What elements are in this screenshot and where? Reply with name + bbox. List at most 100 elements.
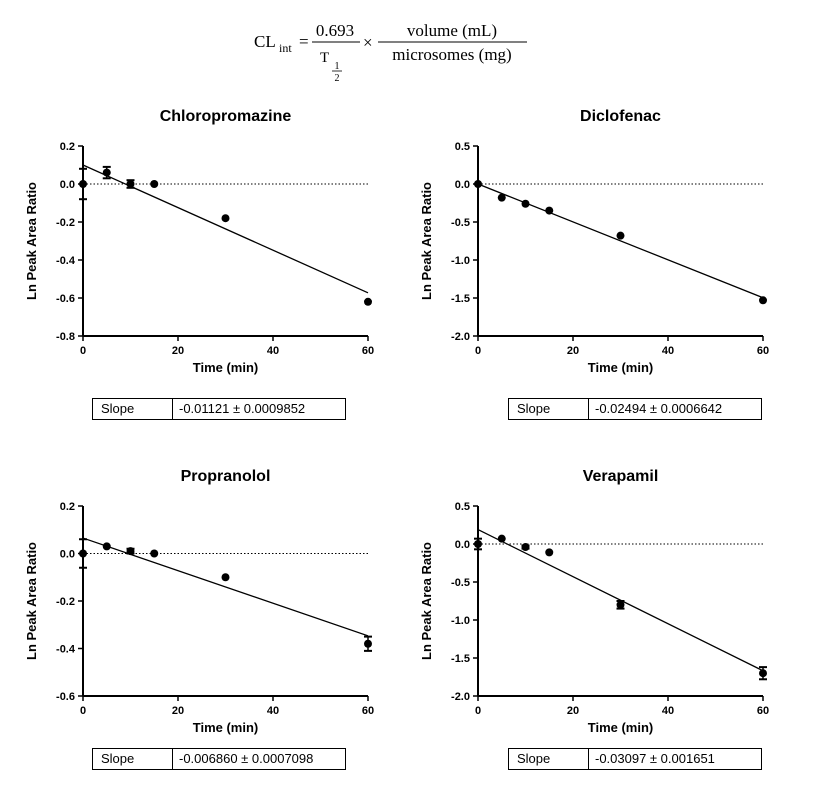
y-tick-label: 0.5	[455, 501, 470, 513]
regression-line	[477, 183, 764, 299]
y-tick-label: -0.6	[56, 293, 75, 305]
y-axis-label: Ln Peak Area Ratio	[24, 542, 39, 660]
formula-equals: =	[299, 32, 309, 51]
x-tick-label: 60	[757, 705, 769, 717]
data-point	[150, 549, 159, 558]
data-point	[150, 180, 159, 188]
chart-propranolol: Propranolol -0.6 -0.4 -0.2 0.0 0.2 0 20 40 60 Time…	[24, 468, 374, 735]
slope-value: -0.01121 ± 0.0009852	[179, 401, 306, 416]
slope-box-chloropromazine: Slope -0.01121 ± 0.0009852	[92, 398, 346, 420]
slope-label: Slope	[509, 399, 589, 419]
y-tick-label: -0.4	[56, 644, 76, 656]
data-point	[364, 639, 372, 648]
data-point	[474, 540, 482, 548]
formula-times: ×	[363, 33, 373, 52]
data-point	[126, 547, 135, 556]
data-point	[474, 180, 482, 188]
chart-panel-verapamil: Verapamil -2.0 -1.5 -1.0 -0.5 0.0 0.5 0 20 40 60 Ti…	[415, 463, 805, 793]
x-tick-label: 60	[757, 345, 769, 357]
y-tick-label: -1.5	[451, 293, 470, 305]
y-tick-label: 0.5	[455, 141, 470, 153]
data-point	[545, 206, 554, 215]
chart-title: Verapamil	[583, 468, 659, 485]
x-tick-label: 60	[362, 705, 374, 717]
x-tick-label: 0	[475, 345, 481, 357]
chart-title: Propranolol	[181, 468, 271, 485]
data-point	[221, 573, 230, 582]
x-tick-label: 40	[662, 345, 674, 357]
chart-panel-propranolol: Propranolol -0.6 -0.4 -0.2 0.0 0.2 0 20 40 60 Time…	[20, 463, 410, 793]
x-tick-label: 20	[172, 705, 184, 717]
chart-title: Chloropromazine	[160, 108, 292, 125]
y-tick-label: 0.2	[60, 501, 75, 513]
chart-chloropromazine: Chloropromazine -0.8 -0.6 -0.4 -0.2 0.0 0.2 0 20…	[24, 108, 374, 375]
y-tick-label: -0.6	[56, 691, 75, 703]
data-point	[102, 542, 111, 551]
x-tick-label: 0	[80, 345, 86, 357]
slope-label: Slope	[93, 399, 173, 419]
formula-half-denominator: 2	[335, 73, 340, 84]
x-tick-label: 40	[267, 345, 279, 357]
data-point	[497, 534, 506, 543]
y-tick-label: -1.5	[451, 653, 470, 665]
x-tick-label: 0	[475, 705, 481, 717]
clearance-formula: CL int = 0.693 T 1 2 × volume (mL) micro…	[0, 14, 825, 94]
slope-value: -0.03097 ± 0.001651	[595, 751, 715, 766]
y-tick-label: 0.0	[60, 179, 75, 191]
x-tick-label: 20	[567, 345, 579, 357]
x-tick-label: 40	[662, 705, 674, 717]
data-point	[497, 193, 506, 202]
y-axis-label: Ln Peak Area Ratio	[24, 182, 39, 300]
data-point	[759, 296, 767, 305]
slope-label: Slope	[509, 749, 589, 769]
data-point	[221, 214, 230, 223]
data-point	[521, 543, 530, 552]
formula-lhs: CL	[254, 32, 276, 51]
formula-lhs-subscript: int	[279, 41, 292, 55]
slope-box-propranolol: Slope -0.006860 ± 0.0007098	[92, 748, 346, 770]
y-tick-label: -1.0	[451, 255, 470, 267]
y-tick-label: 0.0	[60, 549, 75, 561]
x-tick-label: 40	[267, 705, 279, 717]
x-tick-label: 60	[362, 345, 374, 357]
slope-value: -0.006860 ± 0.0007098	[179, 751, 314, 766]
x-tick-label: 20	[172, 345, 184, 357]
data-point	[616, 231, 625, 240]
data-point	[521, 199, 530, 208]
y-tick-label: -0.8	[56, 331, 75, 343]
slope-box-verapamil: Slope -0.03097 ± 0.001651	[508, 748, 762, 770]
x-axis-label: Time (min)	[588, 720, 654, 735]
x-axis-label: Time (min)	[193, 360, 259, 375]
y-tick-label: 0.0	[455, 179, 470, 191]
chart-title: Diclofenac	[580, 108, 661, 125]
slope-box-diclofenac: Slope -0.02494 ± 0.0006642	[508, 398, 762, 420]
y-axis-label: Ln Peak Area Ratio	[419, 542, 434, 660]
data-point	[79, 180, 87, 188]
data-point	[102, 168, 111, 177]
y-tick-label: -0.4	[56, 255, 76, 267]
y-tick-label: -0.2	[56, 596, 75, 608]
data-point	[79, 549, 87, 558]
y-tick-label: -1.0	[451, 615, 470, 627]
formula-numerator-2: volume (mL)	[407, 21, 497, 40]
formula-svg: CL int = 0.693 T 1 2 × volume (mL) micro…	[254, 21, 527, 84]
slope-value: -0.02494 ± 0.0006642	[595, 401, 723, 416]
chart-verapamil: Verapamil -2.0 -1.5 -1.0 -0.5 0.0 0.5 0 20 40 60 Ti…	[419, 468, 769, 735]
regression-line	[82, 537, 369, 637]
y-tick-label: -2.0	[451, 691, 470, 703]
data-point	[759, 669, 767, 678]
data-point	[545, 548, 554, 557]
chart-panel-chloropromazine: Chloropromazine -0.8 -0.6 -0.4 -0.2 0.0 0.2 0 20…	[20, 103, 410, 433]
x-axis-label: Time (min)	[588, 360, 654, 375]
y-tick-label: 0.0	[455, 539, 470, 551]
y-tick-label: -0.5	[451, 217, 470, 229]
x-axis-label: Time (min)	[193, 720, 259, 735]
data-point	[364, 297, 372, 306]
data-point	[126, 180, 135, 188]
y-tick-label: -0.5	[451, 577, 470, 589]
formula-numerator-1: 0.693	[316, 21, 354, 40]
chart-panel-diclofenac: Diclofenac -2.0 -1.5 -1.0 -0.5 0.0 0.5 0 20 40 60 T…	[415, 103, 805, 433]
data-point	[616, 600, 625, 609]
y-axis-label: Ln Peak Area Ratio	[419, 182, 434, 300]
chart-diclofenac: Diclofenac -2.0 -1.5 -1.0 -0.5 0.0 0.5 0 20 40 60 T…	[419, 108, 769, 375]
